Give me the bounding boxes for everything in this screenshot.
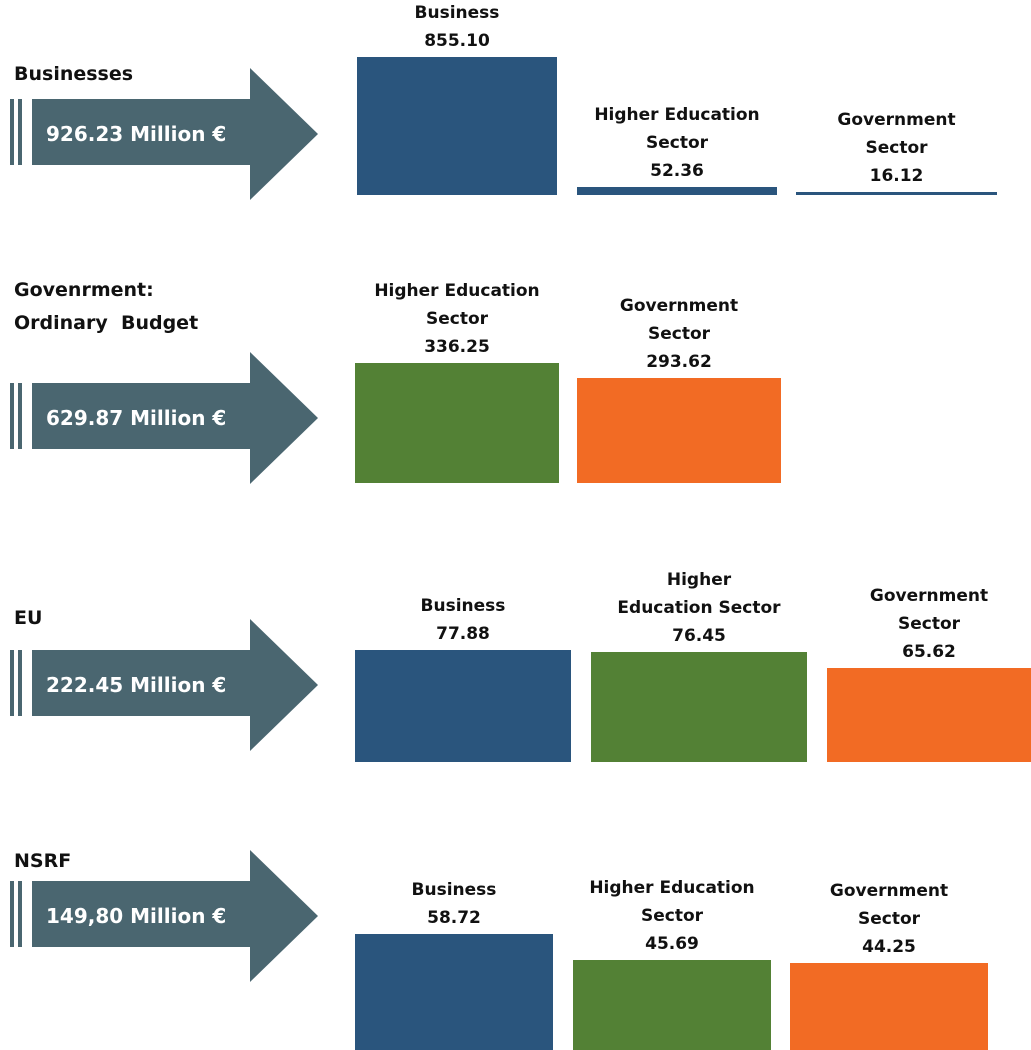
bar-label-government: Government Sector 44.25 — [829, 881, 949, 957]
bar-label-higher-education: Higher Education Sector 76.45 — [617, 570, 781, 646]
source-title: Govenrment: Ordinary Budget — [14, 274, 198, 340]
bar-label-business: Business 855.10 — [414, 3, 500, 51]
bar-business — [355, 934, 553, 1050]
bar-government — [577, 378, 781, 483]
source-title-line: Govenrment: — [14, 279, 154, 301]
arrow-icon — [10, 619, 318, 751]
section-government-budget: Govenrment: Ordinary Budget 629.87 Milli… — [0, 0, 1031, 500]
arrow-icon — [10, 850, 318, 982]
funding-total: 149,80 Million € — [46, 904, 227, 928]
source-title-line: NSRF — [14, 850, 72, 872]
funding-arrow: 149,80 Million € — [10, 850, 320, 982]
bar-higher-education — [573, 960, 771, 1050]
funding-total: 926.23 Million € — [46, 122, 227, 146]
bar-higher-education — [355, 363, 559, 483]
source-title: NSRF — [14, 845, 71, 878]
bar-label-government: Government Sector 65.62 — [869, 586, 989, 662]
bar-government — [827, 668, 1031, 762]
source-title-line: EU — [14, 607, 43, 629]
funding-arrow: 926.23 Million € — [10, 68, 320, 200]
source-title: Businesses — [14, 58, 133, 91]
section-eu: EU 222.45 Million € Business 77.88 Higher… — [10, 570, 1031, 762]
arrow-icon — [10, 68, 318, 200]
bar-label-higher-education: Higher Education Sector 52.36 — [594, 105, 760, 181]
bar-label-government: Government Sector 293.62 — [619, 296, 739, 372]
section-businesses: Businesses 926.23 Million € Business 855.… — [0, 0, 1031, 220]
source-title: EU — [14, 602, 42, 635]
bar-label-business: Business 77.88 — [420, 596, 506, 644]
bar-label-higher-education: Higher Education Sector 45.69 — [589, 878, 755, 954]
bar-label-government: Government Sector 16.12 — [837, 110, 956, 186]
funding-total: 222.45 Million € — [46, 673, 227, 697]
bar-label-higher-education: Higher Education Sector 336.25 — [374, 281, 540, 357]
bar-higher-education — [577, 187, 777, 195]
funding-total: 629.87 Million € — [46, 406, 227, 430]
bar-government — [790, 963, 988, 1050]
funding-arrow: 629.87 Million € — [10, 352, 320, 484]
arrow-icon — [10, 352, 318, 484]
bar-business — [357, 57, 557, 195]
bar-business — [355, 650, 571, 762]
funding-arrow: 222.45 Million € — [10, 619, 320, 751]
source-title-line: Ordinary Budget — [14, 312, 199, 334]
bar-government — [796, 192, 997, 195]
bar-higher-education — [591, 652, 807, 762]
bar-label-business: Business 58.72 — [411, 880, 497, 928]
source-title-line: Businesses — [14, 63, 134, 85]
